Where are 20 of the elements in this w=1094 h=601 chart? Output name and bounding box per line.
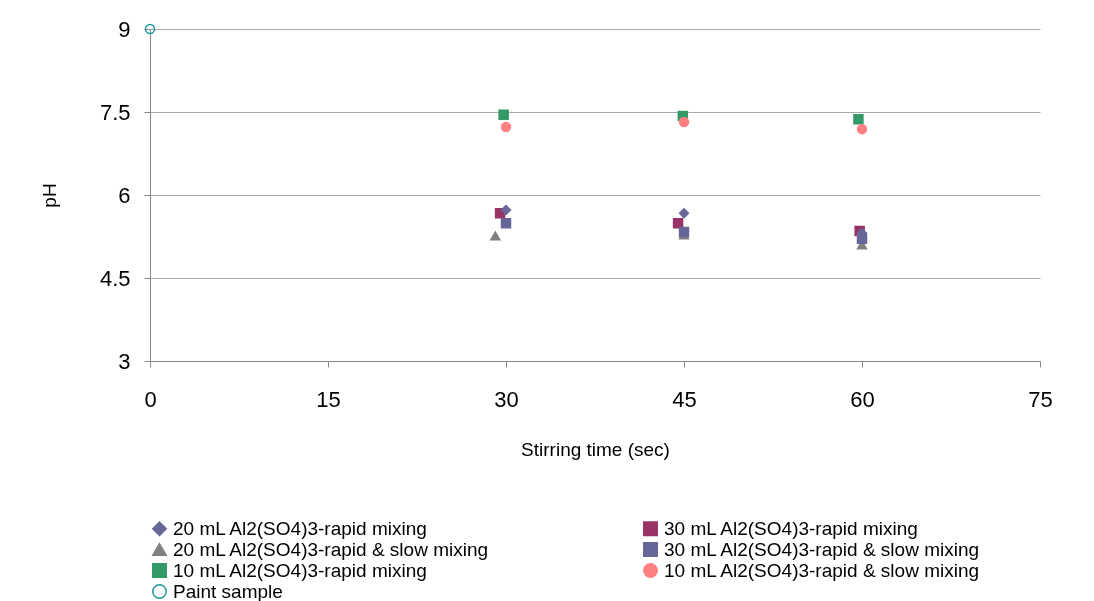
y-tick-label: 7.5 (99, 99, 131, 125)
legend-label: 10 mL Al2(SO4)3-rapid mixing (173, 559, 427, 581)
x-tick-label: 75 (1028, 386, 1053, 412)
x-tick-label: 30 (494, 386, 519, 412)
legend-label: 30 mL Al2(SO4)3-rapid mixing (664, 517, 918, 539)
x-tick-label: 60 (850, 386, 875, 412)
x-tick-label: 0 (144, 386, 157, 412)
legend-label: 20 mL Al2(SO4)3-rapid & slow mixing (173, 538, 489, 560)
x-tick-label: 45 (672, 386, 697, 412)
y-tick-label: 9 (118, 16, 131, 42)
legend-label: 20 mL Al2(SO4)3-rapid mixing (173, 517, 427, 539)
legend-label: 30 mL Al2(SO4)3-rapid & slow mixing (664, 538, 980, 560)
y-tick-label: 3 (118, 348, 131, 374)
y-tick-label: 6 (118, 182, 131, 208)
y-axis-title: pH (38, 183, 60, 208)
legend-label: 10 mL Al2(SO4)3-rapid & slow mixing (664, 559, 980, 581)
legend-label: Paint sample (173, 580, 283, 601)
y-tick-label: 4.5 (99, 265, 131, 291)
x-tick-label: 15 (316, 386, 341, 412)
x-axis-title: Stirring time (sec) (521, 438, 670, 460)
